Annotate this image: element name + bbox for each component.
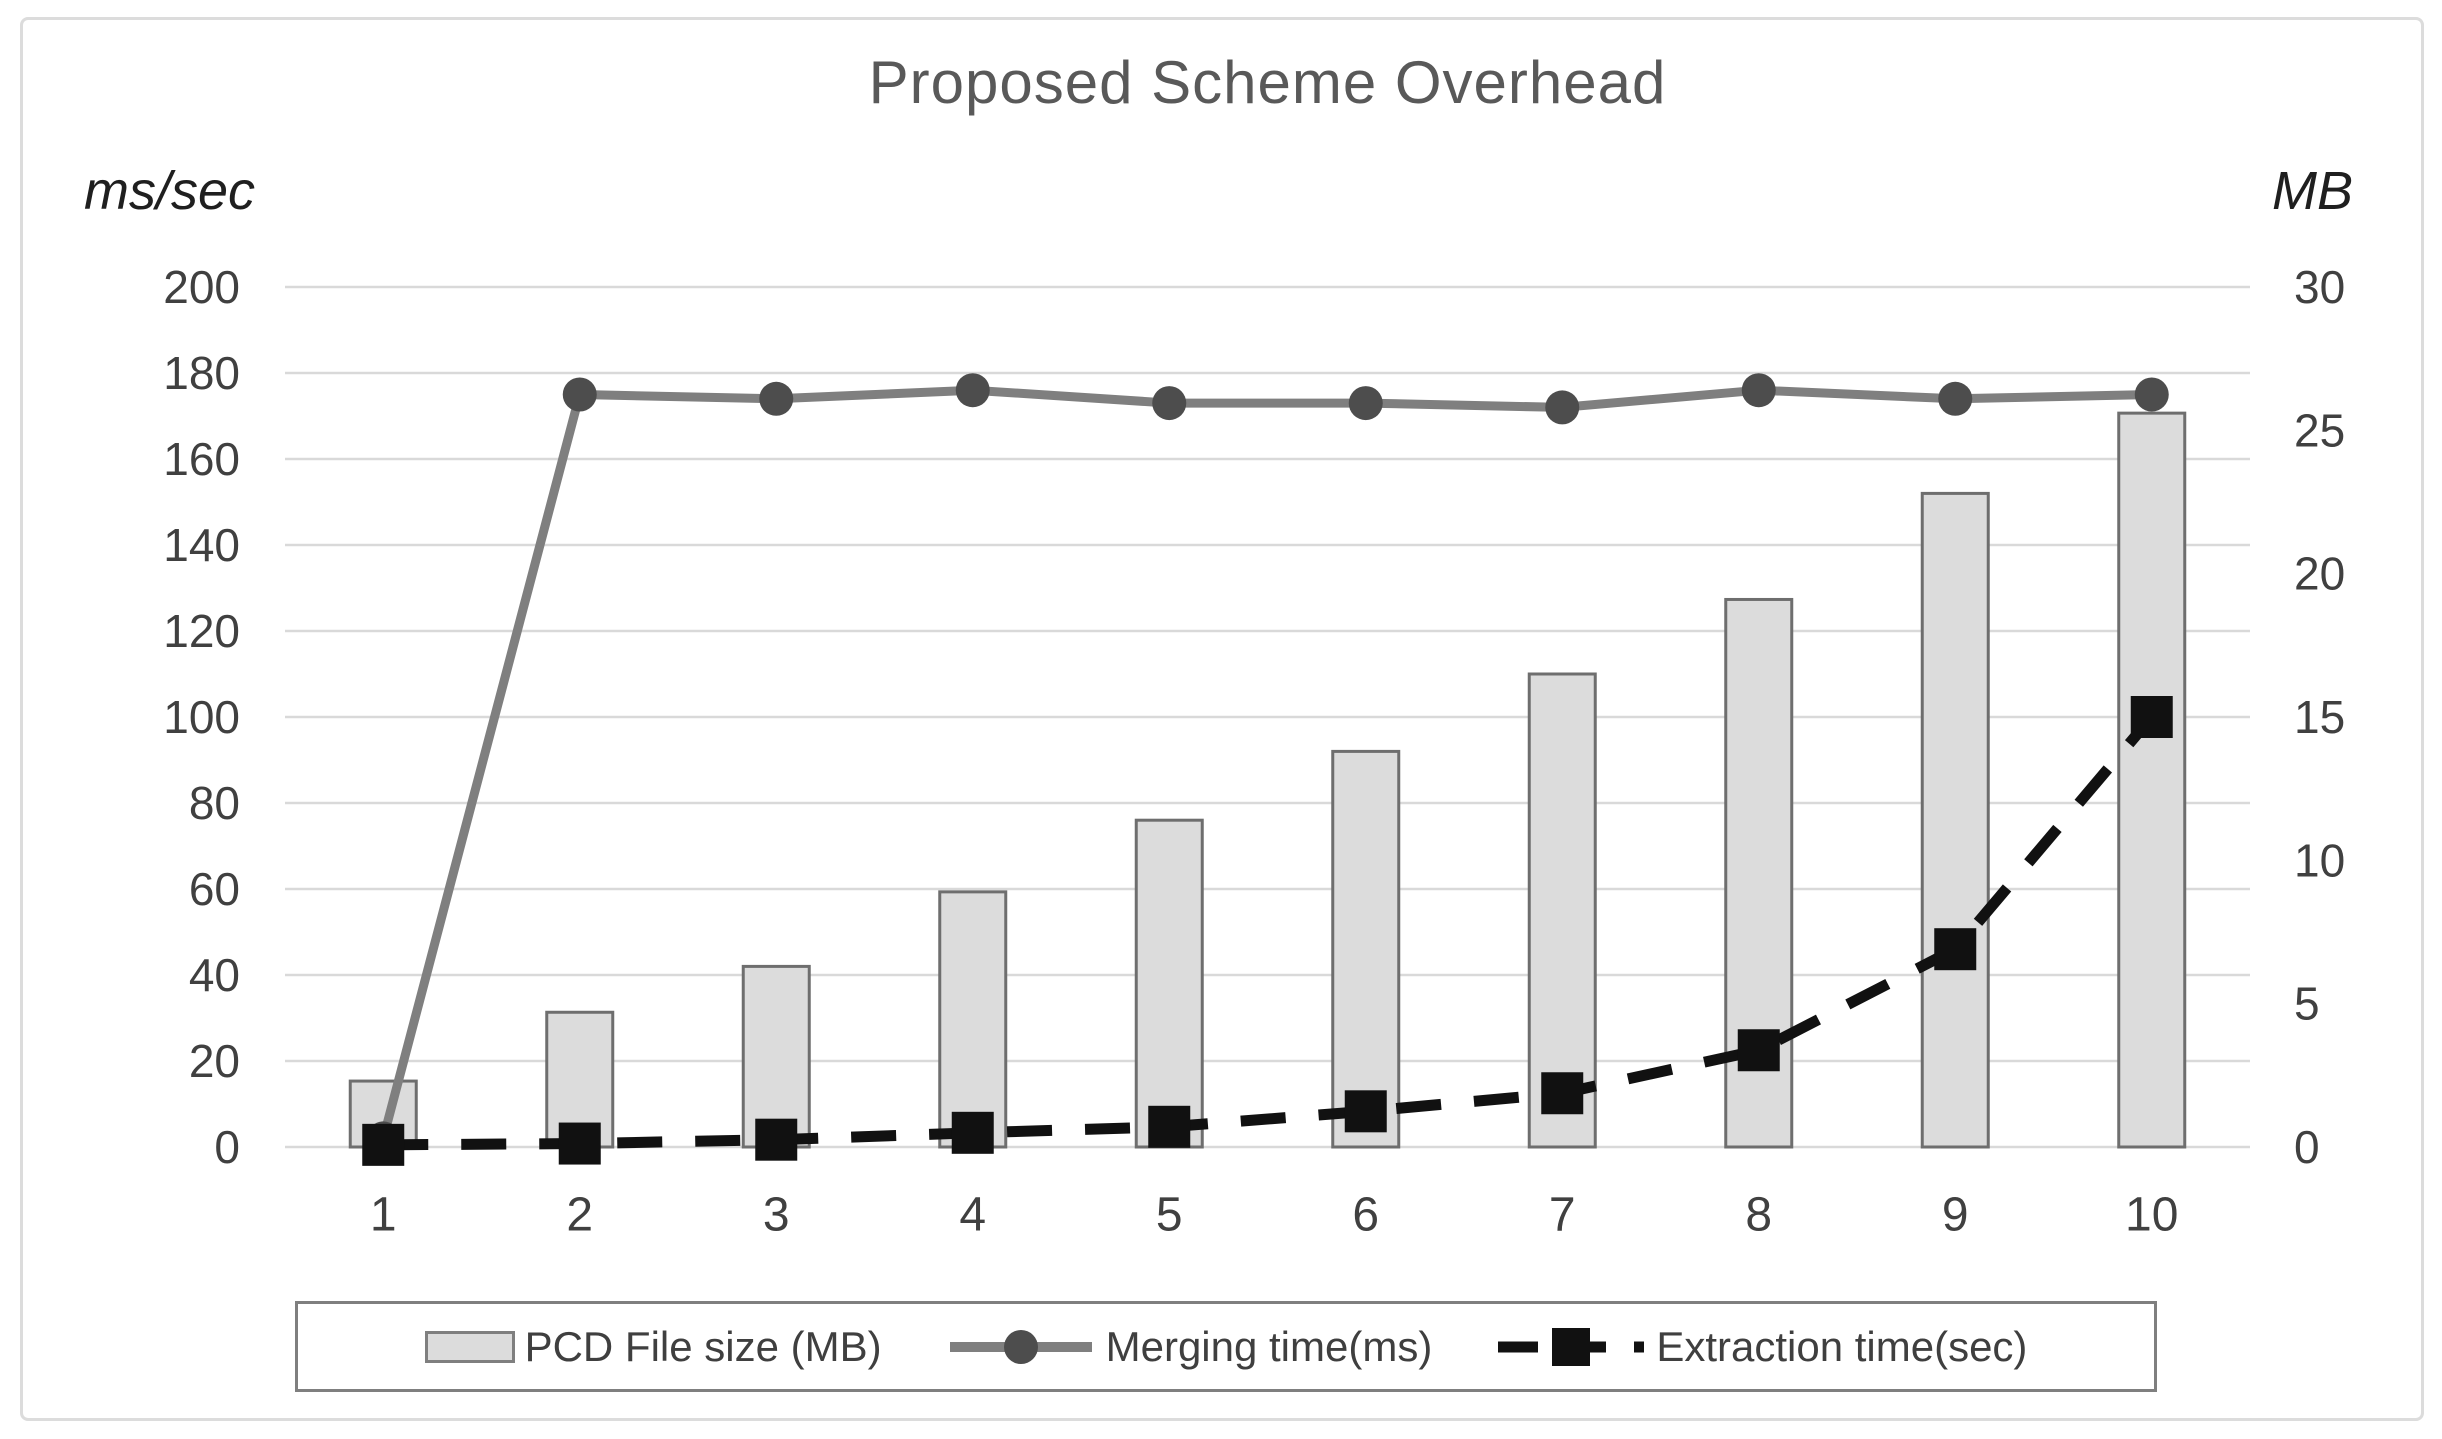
right-axis-tick-label: 30: [2294, 261, 2345, 313]
legend-label-extraction-time: Extraction time(sec): [1656, 1322, 2028, 1370]
legend-item-merging-time: Merging time(ms): [946, 1322, 1433, 1371]
left-axis-tick-label: 160: [163, 433, 240, 485]
right-axis-unit-label: MB: [2272, 161, 2353, 221]
merging-marker: [1741, 373, 1776, 408]
chart-frame-border: [20, 17, 2424, 1421]
extraction-marker: [1148, 1105, 1191, 1148]
left-axis-tick-label: 120: [163, 605, 240, 657]
left-axis-tick-label: 140: [163, 519, 240, 571]
bar: [1331, 749, 1401, 1149]
x-axis-label: 9: [1942, 1189, 1969, 1242]
extraction-marker: [558, 1122, 601, 1165]
x-axis-label: 2: [566, 1189, 593, 1242]
extraction-time-series: [362, 696, 2173, 1166]
x-axis-label: 10: [2125, 1189, 2178, 1242]
right-axis-tick-label: 10: [2294, 834, 2345, 886]
bar: [741, 964, 811, 1149]
chart-title: Proposed Scheme Overhead: [868, 49, 1667, 116]
bar-series-pcd-file-size: [348, 411, 2187, 1149]
legend-item-extraction-time: Extraction time(sec): [1496, 1323, 2027, 1371]
bar-swatch-icon: [424, 1330, 515, 1363]
bar: [1920, 491, 1990, 1149]
left-axis-tick-label: 100: [163, 691, 240, 743]
bar: [938, 890, 1008, 1149]
left-axis-unit-label: ms/sec: [84, 161, 256, 221]
left-axis-tick-label: 40: [189, 949, 240, 1001]
right-axis-tick-labels: 30 25 20 15 10 5 0: [2294, 261, 2345, 1173]
merging-time-series: [366, 373, 2169, 1156]
extraction-marker: [951, 1111, 994, 1154]
extraction-marker: [755, 1118, 798, 1161]
right-axis-tick-label: 5: [2294, 978, 2320, 1030]
x-axis-label: 5: [1156, 1189, 1183, 1242]
legend-label-merging-time: Merging time(ms): [1105, 1322, 1433, 1370]
bar: [1134, 818, 1204, 1149]
merging-marker: [955, 373, 990, 408]
x-axis-label: 1: [370, 1189, 397, 1242]
legend-item-pcd-file-size: PCD File size (MB): [424, 1322, 882, 1371]
merging-marker: [1152, 386, 1187, 421]
x-axis-labels: 1 2 3 4 5 6 7 8 9 10: [370, 1189, 2179, 1242]
left-axis-tick-label: 60: [189, 863, 240, 915]
left-axis-tick-label: 180: [163, 347, 240, 399]
merging-marker: [759, 381, 794, 416]
merging-marker: [2134, 377, 2169, 412]
merging-line-marker-icon: [949, 1329, 1092, 1364]
right-axis-tick-label: 0: [2294, 1121, 2320, 1173]
extraction-marker: [362, 1123, 405, 1166]
bar: [2117, 411, 2187, 1149]
extraction-line: [383, 713, 2156, 1151]
x-axis-label: 7: [1549, 1189, 1576, 1242]
right-axis-tick-label: 25: [2294, 404, 2345, 456]
merging-marker: [1938, 381, 1973, 416]
extraction-marker: [1344, 1090, 1387, 1133]
x-axis-label: 6: [1352, 1189, 1379, 1242]
bar: [1527, 672, 1597, 1149]
legend-label-pcd-file-size: PCD File size (MB): [524, 1322, 882, 1370]
extraction-marker: [1737, 1029, 1780, 1072]
extraction-marker: [1934, 928, 1977, 971]
merging-line: [378, 385, 2152, 1140]
merging-marker: [1545, 390, 1580, 425]
right-axis-tick-label: 20: [2294, 548, 2345, 600]
left-axis-tick-label: 200: [163, 261, 240, 313]
extraction-marker: [2130, 696, 2173, 738]
merging-marker: [562, 377, 597, 412]
extraction-marker: [1541, 1072, 1584, 1115]
x-axis-label: 8: [1745, 1189, 1772, 1242]
legend: PCD File size (MB) Merging time(ms) Extr…: [295, 1301, 2157, 1392]
left-axis-tick-label: 0: [214, 1121, 240, 1173]
x-axis-label: 4: [959, 1189, 986, 1242]
x-axis-label: 3: [763, 1189, 790, 1242]
left-axis-tick-label: 20: [189, 1035, 240, 1087]
left-axis-tick-label: 80: [189, 777, 240, 829]
extraction-dashed-marker-icon: [1498, 1327, 1645, 1366]
merging-marker: [1348, 386, 1383, 421]
right-axis-tick-label: 15: [2294, 691, 2345, 743]
